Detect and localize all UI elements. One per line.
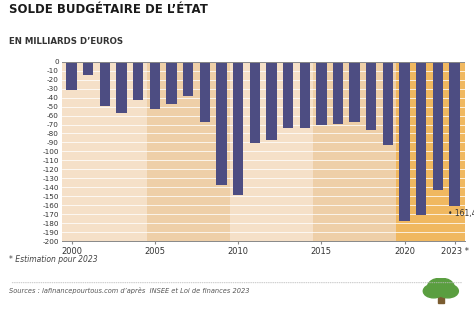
Bar [62,62,146,241]
Bar [183,62,193,96]
Bar [416,62,427,215]
Bar [150,62,160,109]
Bar [146,62,230,241]
Bar [333,62,343,124]
Bar [366,62,376,130]
Bar [117,62,127,113]
Bar [100,62,110,106]
Text: EN MILLIARDS D’EUROS: EN MILLIARDS D’EUROS [9,37,124,46]
Bar [66,62,77,91]
Bar [400,62,410,221]
Bar [230,62,313,241]
Bar [316,62,327,125]
Text: Sources : lafinancepourtous.com d’après  INSEE et Loi de finances 2023: Sources : lafinancepourtous.com d’après … [9,287,250,294]
Bar [383,62,393,145]
Bar [166,62,177,104]
Circle shape [438,284,458,298]
Bar [83,62,93,75]
Bar [313,62,396,241]
Bar [283,62,293,128]
Bar [396,62,465,241]
Bar [200,62,210,122]
Text: * Estimation pour 2023: * Estimation pour 2023 [9,255,98,264]
Text: SOLDE BUDGÉTAIRE DE L’ÉTAT: SOLDE BUDGÉTAIRE DE L’ÉTAT [9,3,209,16]
Bar [300,62,310,128]
Circle shape [428,278,454,295]
Text: • 161,4: • 161,4 [448,209,474,218]
Bar [216,62,227,185]
Bar [438,295,444,303]
Bar [433,62,443,190]
Bar [233,62,243,195]
Bar [349,62,360,122]
Bar [266,62,276,140]
Circle shape [423,284,444,298]
Bar [449,62,460,206]
Bar [250,62,260,143]
Bar [133,62,143,100]
